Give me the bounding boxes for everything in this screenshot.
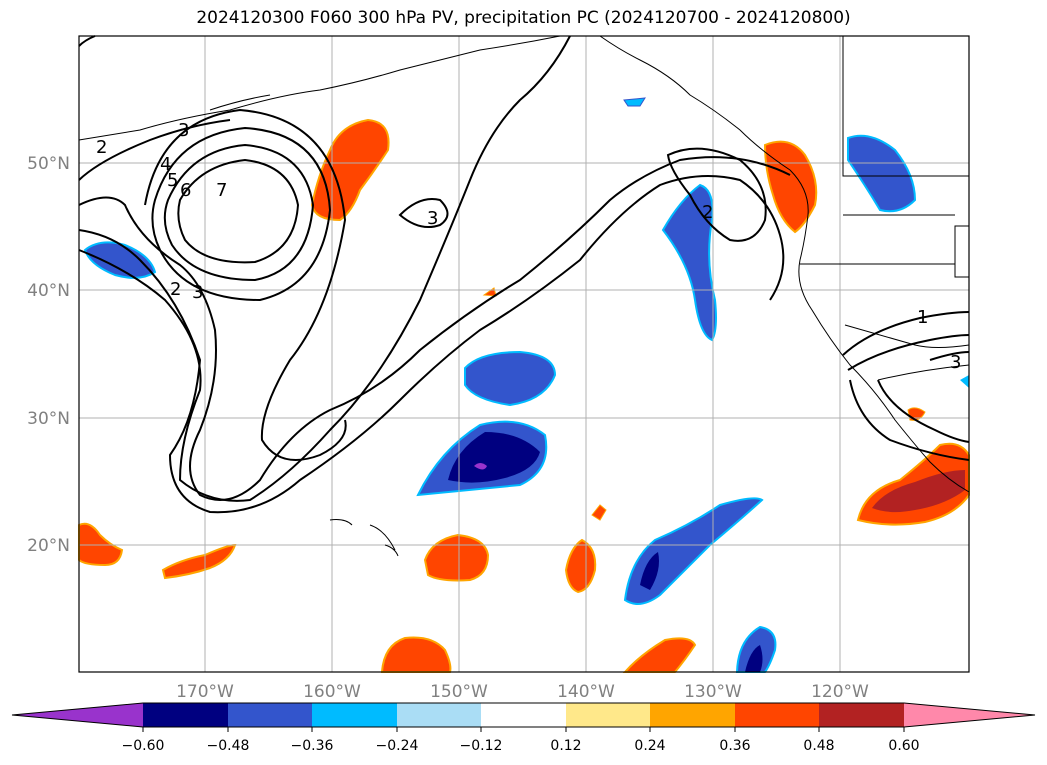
contour-label: 3 (427, 208, 438, 229)
colorbar-segment (819, 703, 904, 727)
precip-positive-area (423, 533, 490, 582)
lat-label: 30°N (27, 409, 70, 429)
precip-areas (78, 97, 970, 673)
colorbar-segment (12, 703, 143, 727)
contour-label: 2 (96, 137, 107, 158)
coastlines (78, 35, 970, 557)
contour-label: 5 (167, 170, 178, 191)
colorbar-label: 0.60 (888, 738, 919, 754)
latitude-labels: 50°N 40°N 30°N 20°N (27, 154, 70, 556)
precip-positive-area (310, 118, 390, 222)
contour-label: 6 (180, 180, 191, 201)
lon-label: 170°W (176, 682, 234, 702)
contour-label: 4 (160, 154, 171, 175)
colorbar-label: −0.36 (291, 738, 334, 754)
colorbar-segment (312, 703, 397, 727)
precip-small-positive-area (591, 504, 607, 521)
lon-label: 120°W (811, 682, 869, 702)
contour-label: 7 (216, 180, 227, 201)
lon-label: 160°W (303, 682, 361, 702)
colorbar-label: 0.12 (550, 738, 581, 754)
colorbar-segment (904, 703, 1035, 727)
contour-label: 1 (917, 307, 928, 328)
colorbar: −0.60 −0.48 −0.36 −0.24 −0.12 0.12 0.24 … (11, 702, 1036, 754)
contour-labels: 2 3 4 5 6 7 3 2 3 2 1 3 (96, 120, 961, 373)
precip-negative-area (623, 497, 764, 605)
precip-negative-area (83, 241, 157, 279)
lat-label: 20°N (27, 536, 70, 556)
precip-strong-negative-area (745, 645, 763, 672)
colorbar-label: 0.48 (803, 738, 834, 754)
colorbar-label: 0.36 (719, 738, 750, 754)
colorbar-label: −0.48 (207, 738, 250, 754)
colorbar-segment (735, 703, 819, 727)
precip-positive-area (380, 636, 452, 673)
contour-label: 2 (170, 279, 181, 300)
precip-strong-negative-area (640, 552, 659, 590)
precip-positive-area (564, 538, 597, 594)
precip-positive-area (763, 140, 818, 234)
colorbar-segment (650, 703, 735, 727)
precip-strong-negative-area (448, 432, 540, 483)
lat-label: 50°N (27, 154, 70, 174)
lat-label: 40°N (27, 281, 70, 301)
longitude-labels: 170°W 160°W 150°W 140°W 130°W 120°W (176, 682, 869, 702)
lon-label: 140°W (557, 682, 615, 702)
colorbar-ticks (142, 727, 905, 732)
contour-label: 3 (192, 282, 203, 303)
precip-negative-area (847, 134, 917, 213)
colorbar-segment (143, 703, 228, 727)
colorbar-segment (481, 703, 566, 727)
colorbar-segment (566, 703, 650, 727)
precip-extreme-negative-area (474, 463, 487, 470)
colorbar-label: −0.24 (376, 738, 419, 754)
colorbar-segment (228, 703, 312, 727)
map-title: 2024120300 F060 300 hPa PV, precipitatio… (196, 8, 851, 28)
lon-label: 130°W (684, 682, 742, 702)
pv-contours (78, 35, 970, 514)
precip-negative-area (661, 183, 717, 342)
colorbar-label: −0.12 (460, 738, 503, 754)
lon-label: 150°W (430, 682, 488, 702)
precip-small-negative-area (623, 97, 646, 107)
contour-label: 3 (178, 120, 189, 141)
colorbar-label: 0.24 (634, 738, 665, 754)
contour-label: 3 (950, 352, 961, 373)
colorbar-segment (397, 703, 481, 727)
contour-label: 2 (702, 202, 713, 223)
precip-small-negative-area (960, 375, 969, 388)
precip-negative-area (464, 350, 557, 407)
precip-positive-area (78, 522, 124, 567)
precip-strong-positive-area (872, 470, 965, 513)
colorbar-label: −0.60 (122, 738, 165, 754)
precip-positive-area (622, 637, 697, 673)
map-frame (78, 35, 970, 673)
